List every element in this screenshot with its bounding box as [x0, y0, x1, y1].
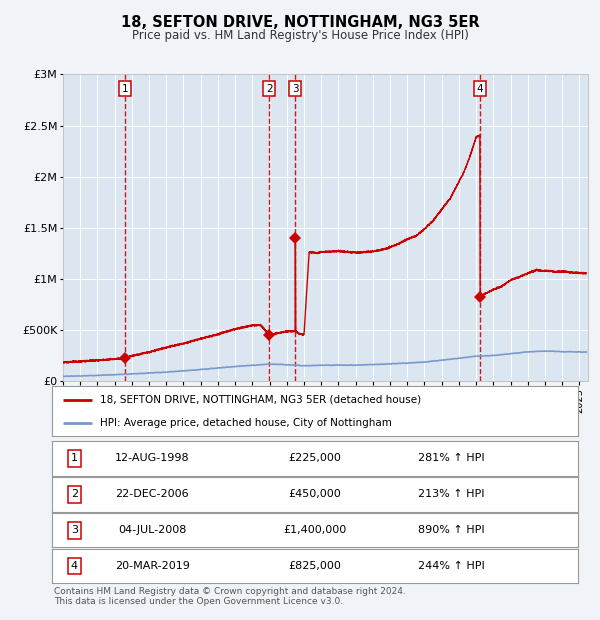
Text: 18, SEFTON DRIVE, NOTTINGHAM, NG3 5ER (detached house): 18, SEFTON DRIVE, NOTTINGHAM, NG3 5ER (d… — [100, 395, 421, 405]
Text: HPI: Average price, detached house, City of Nottingham: HPI: Average price, detached house, City… — [100, 418, 391, 428]
Text: 3: 3 — [292, 84, 299, 94]
Text: £1,400,000: £1,400,000 — [283, 525, 347, 536]
Text: 2: 2 — [71, 489, 78, 500]
Text: £825,000: £825,000 — [289, 561, 341, 572]
Text: 04-JUL-2008: 04-JUL-2008 — [118, 525, 186, 536]
Text: 890% ↑ HPI: 890% ↑ HPI — [418, 525, 485, 536]
Text: 20-MAR-2019: 20-MAR-2019 — [115, 561, 190, 572]
Text: 1: 1 — [71, 453, 78, 464]
Text: £450,000: £450,000 — [289, 489, 341, 500]
Text: 18, SEFTON DRIVE, NOTTINGHAM, NG3 5ER: 18, SEFTON DRIVE, NOTTINGHAM, NG3 5ER — [121, 15, 479, 30]
Text: 3: 3 — [71, 525, 78, 536]
Text: £225,000: £225,000 — [289, 453, 341, 464]
Text: 4: 4 — [71, 561, 78, 572]
Text: Price paid vs. HM Land Registry's House Price Index (HPI): Price paid vs. HM Land Registry's House … — [131, 29, 469, 42]
Text: 244% ↑ HPI: 244% ↑ HPI — [418, 561, 485, 572]
Text: 22-DEC-2006: 22-DEC-2006 — [115, 489, 189, 500]
Text: Contains HM Land Registry data © Crown copyright and database right 2024.
This d: Contains HM Land Registry data © Crown c… — [54, 587, 406, 606]
Text: 281% ↑ HPI: 281% ↑ HPI — [418, 453, 485, 464]
Text: 213% ↑ HPI: 213% ↑ HPI — [418, 489, 485, 500]
Text: 4: 4 — [476, 84, 483, 94]
Text: 12-AUG-1998: 12-AUG-1998 — [115, 453, 190, 464]
Text: 2: 2 — [266, 84, 272, 94]
Text: 1: 1 — [122, 84, 128, 94]
